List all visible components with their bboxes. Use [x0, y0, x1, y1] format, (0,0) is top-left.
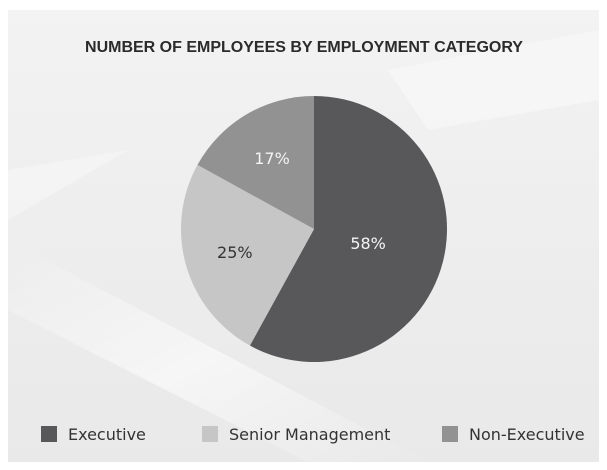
legend-label: Senior Management — [229, 425, 390, 444]
pie-slice-value-label: 58% — [350, 234, 386, 253]
legend-item-non-executive: Non-Executive — [442, 425, 585, 444]
pie-slice-senior-management — [180, 164, 314, 346]
legend-swatch — [202, 426, 218, 442]
pie-slice-value-label: 25% — [217, 243, 253, 262]
legend-item-senior-management: Senior Management — [202, 425, 390, 444]
pie-slice-value-label: 17% — [254, 149, 290, 168]
legend-label: Non-Executive — [469, 425, 585, 444]
chart-panel: NUMBER OF EMPLOYEES BY EMPLOYMENT CATEGO… — [8, 10, 599, 462]
pie-slices — [180, 96, 447, 362]
chart-title: NUMBER OF EMPLOYEES BY EMPLOYMENT CATEGO… — [85, 39, 523, 56]
legend-label: Executive — [68, 425, 146, 444]
legend: Executive Senior Management Non-Executive — [41, 425, 585, 444]
pie-slice-non-executive — [197, 96, 314, 229]
legend-swatch — [41, 426, 57, 442]
pie-chart: NUMBER OF EMPLOYEES BY EMPLOYMENT CATEGO… — [8, 30, 599, 462]
legend-swatch — [442, 426, 458, 442]
pie-slice-executive — [249, 96, 447, 362]
legend-item-executive: Executive — [41, 425, 146, 444]
background-sheen — [8, 30, 599, 462]
pie-slice-labels: 58% 25% 17% — [217, 149, 386, 262]
